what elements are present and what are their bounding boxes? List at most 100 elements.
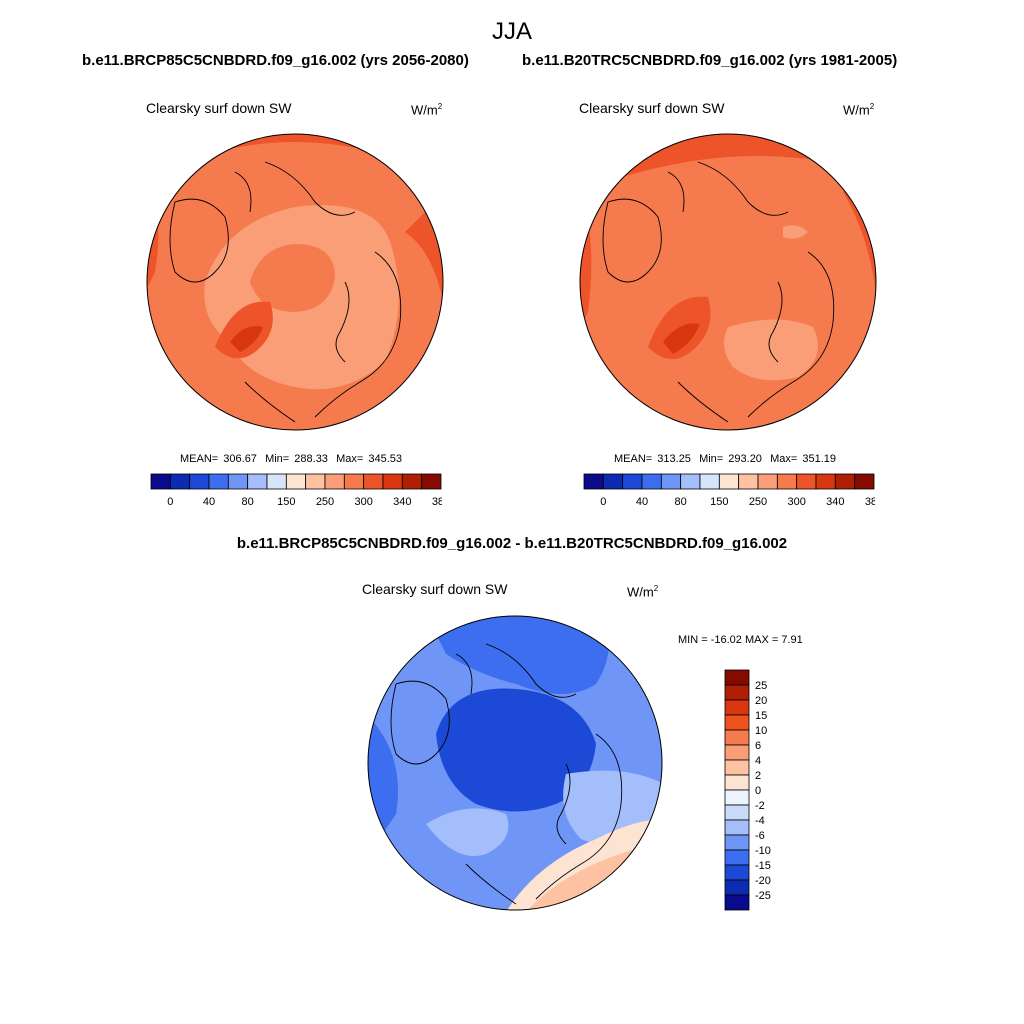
map-border <box>579 133 877 431</box>
colorbar-swatch <box>324 473 345 490</box>
panel-1-colorbar: 0 40 80 150 250 300 340 380 <box>150 473 442 508</box>
colorbar-tick-label: 0 <box>600 496 606 508</box>
colorbar-tick-label: 6 <box>755 740 761 752</box>
colorbar-swatch <box>724 744 750 761</box>
panel-1-units: W/m2 <box>411 102 443 118</box>
panel-2-units: W/m2 <box>843 102 875 118</box>
colorbar-tick-label: 80 <box>242 496 254 508</box>
colorbar-tick-label: 380 <box>865 496 875 508</box>
map-coastlines <box>390 643 623 905</box>
map-moderate-decrease-top <box>426 616 610 694</box>
colorbar-swatch <box>189 473 210 490</box>
colorbar-swatch <box>796 473 817 490</box>
diff-minmax: MIN = -16.02 MAX = 7.91 <box>678 634 803 646</box>
map-border <box>146 133 444 431</box>
panel-2-colorbar: 0 40 80 150 250 300 340 380 <box>583 473 875 508</box>
colorbar-swatch <box>583 473 604 490</box>
panel-2-title: b.e11.B20TRC5CNBDRD.f09_g16.002 (yrs 198… <box>522 52 898 69</box>
colorbar-swatch <box>724 849 750 866</box>
colorbar-tick-label: 20 <box>755 695 767 707</box>
colorbar-tick-label: -10 <box>755 845 771 857</box>
colorbar-swatch <box>401 473 423 490</box>
colorbar-tick-label: 2 <box>755 770 761 782</box>
colorbar-swatch <box>382 473 403 490</box>
colorbar-tick-label: 0 <box>167 496 173 508</box>
colorbar-swatch <box>602 473 624 490</box>
map-greenland-core <box>663 323 700 354</box>
colorbar-tick-label: 10 <box>755 725 767 737</box>
diff-units: W/m2 <box>627 584 659 600</box>
map-border <box>367 615 663 911</box>
colorbar-tick-label: -20 <box>755 875 771 887</box>
colorbar-tick-label: 15 <box>755 710 767 722</box>
colorbar-tick-label: 300 <box>787 496 805 508</box>
figure-title: JJA <box>491 18 532 45</box>
colorbar-swatch <box>305 473 326 490</box>
colorbar-tick-label: 25 <box>755 680 767 692</box>
colorbar-tick-label: 340 <box>393 496 411 508</box>
colorbar-swatch <box>757 473 778 490</box>
colorbar-tick-label: 0 <box>755 785 761 797</box>
colorbar-swatch <box>724 864 750 881</box>
colorbar-tick-label: 40 <box>636 496 648 508</box>
colorbar-tick-label: -2 <box>755 800 765 812</box>
diff-map <box>367 615 663 911</box>
map-pole-region <box>250 244 335 312</box>
colorbar-swatch <box>724 879 750 896</box>
panel-1-title: b.e11.BRCP85C5CNBDRD.f09_g16.002 (yrs 20… <box>82 52 469 69</box>
colorbar-tick-label: -6 <box>755 830 765 842</box>
colorbar-swatch <box>724 804 750 821</box>
colorbar-swatch <box>738 473 759 490</box>
map-light-region <box>724 319 818 381</box>
colorbar-swatch <box>724 669 750 686</box>
diff-variable-label: Clearsky surf down SW <box>362 581 508 597</box>
colorbar-tick-label: -25 <box>755 890 771 902</box>
colorbar-tick-label: 380 <box>432 496 442 508</box>
colorbar-tick-label: 4 <box>755 755 761 767</box>
colorbar-tick-label: -4 <box>755 815 765 827</box>
colorbar-swatch <box>363 473 384 490</box>
colorbar-swatch <box>724 684 750 701</box>
colorbar-swatch <box>227 473 249 490</box>
colorbar-swatch <box>622 473 643 490</box>
colorbar-swatch <box>724 729 750 746</box>
colorbar-swatch <box>776 473 798 490</box>
colorbar-swatch <box>247 473 268 490</box>
map-strong-decrease-center <box>436 688 596 812</box>
colorbar-swatch <box>718 473 740 490</box>
colorbar-swatch <box>169 473 191 490</box>
colorbar-swatch <box>421 473 442 490</box>
colorbar-tick-label: 80 <box>675 496 687 508</box>
colorbar-swatch <box>724 834 750 851</box>
panel-2-variable-label: Clearsky surf down SW <box>579 100 725 116</box>
panel-2-stats: MEAN= 313.25 Min= 293.20 Max= 351.19 <box>614 453 836 465</box>
colorbar-swatch <box>854 473 875 490</box>
colorbar-swatch <box>660 473 682 490</box>
colorbar-tick-label: 250 <box>749 496 767 508</box>
panel-1-variable-label: Clearsky surf down SW <box>146 100 292 116</box>
map-coastlines <box>602 161 835 423</box>
colorbar-swatch <box>680 473 701 490</box>
colorbar-swatch <box>699 473 720 490</box>
colorbar-swatch <box>208 473 229 490</box>
colorbar-swatch <box>724 819 750 836</box>
colorbar-tick-label: 340 <box>826 496 844 508</box>
colorbar-tick-label: 250 <box>316 496 334 508</box>
colorbar-swatch <box>724 789 750 806</box>
diff-panel-title: b.e11.BRCP85C5CNBDRD.f09_g16.002 - b.e11… <box>236 535 788 552</box>
colorbar-swatch <box>724 759 750 776</box>
colorbar-tick-label: 40 <box>203 496 215 508</box>
map-weak-decrease-patch <box>426 808 509 856</box>
colorbar-swatch <box>815 473 836 490</box>
colorbar-swatch <box>150 473 171 490</box>
panel-1-stats: MEAN= 306.67 Min= 288.33 Max= 345.53 <box>180 453 402 465</box>
colorbar-swatch <box>724 894 750 911</box>
colorbar-swatch <box>834 473 856 490</box>
colorbar-swatch <box>641 473 662 490</box>
map-greenland-core <box>230 326 263 352</box>
colorbar-tick-label: -15 <box>755 860 771 872</box>
colorbar-tick-label: 150 <box>710 496 728 508</box>
colorbar-swatch <box>266 473 287 490</box>
map-light-patch <box>783 225 808 239</box>
